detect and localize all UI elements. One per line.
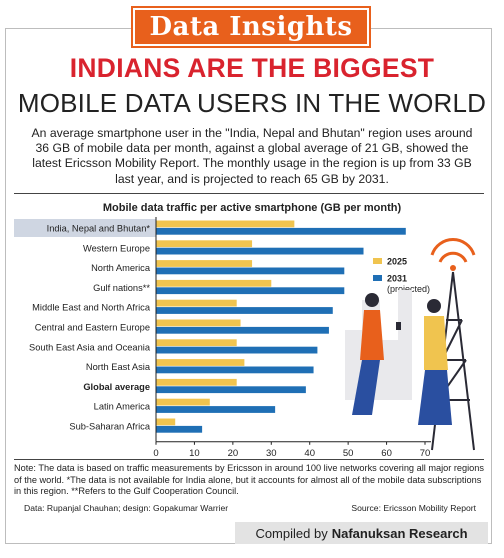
bar-2025	[156, 378, 237, 386]
divider	[14, 193, 484, 194]
category-label: Middle East and North Africa	[32, 303, 151, 313]
x-tick-label: 40	[304, 448, 315, 459]
bar-2031	[156, 386, 306, 394]
legend-label-2031-note: (projected)	[387, 284, 430, 294]
compiled-prefix: Compiled by	[255, 525, 328, 541]
bar-2025	[156, 260, 253, 267]
bar-2031	[156, 425, 203, 433]
man-shirt	[424, 316, 448, 370]
legend-label-2025: 2025	[387, 257, 407, 267]
category-label: Sub-Saharan Africa	[69, 422, 150, 432]
bar-2031	[156, 366, 314, 374]
man-legs	[418, 370, 452, 425]
category-label: Latin America	[94, 402, 151, 412]
bar-2031	[156, 267, 345, 275]
bar-2025	[156, 359, 245, 366]
bar-2025	[156, 240, 253, 248]
bar-2025	[156, 339, 237, 347]
bar-2031	[156, 346, 318, 354]
bar-2031	[156, 406, 276, 413]
chart-title: Mobile data traffic per active smartphon…	[102, 202, 402, 214]
x-tick-label: 70	[420, 448, 431, 459]
category-label: Global average	[83, 382, 150, 392]
man-head	[427, 299, 441, 313]
category-label: Gulf nations**	[93, 283, 150, 293]
footnote: Note: The data is based on traffic measu…	[14, 459, 484, 498]
bar-2025	[156, 299, 237, 307]
headline: INDIANS ARE THE BIGGEST	[69, 53, 435, 83]
source-credit: Source: Ericsson Mobility Report	[351, 503, 476, 513]
category-label: Central and Eastern Europe	[35, 323, 150, 333]
bar-2025	[156, 279, 272, 287]
highlight-row-band	[14, 219, 156, 237]
x-tick-label: 20	[228, 448, 239, 459]
bar-2025	[156, 319, 241, 327]
bar-2031	[156, 247, 364, 255]
x-tick-label: 10	[189, 448, 200, 459]
bar-2025	[156, 418, 176, 426]
bar-2031	[156, 287, 345, 295]
category-label: North East Asia	[86, 362, 151, 372]
bar-2025	[156, 220, 295, 228]
design-credit: Data: Rupanjal Chauhan; design: Gopakuma…	[24, 503, 229, 513]
woman-phone-icon	[396, 322, 401, 330]
intro-paragraph: An average smartphone user in the "India…	[31, 126, 473, 186]
signal-dot	[450, 265, 456, 271]
compiled-by-banner: Compiled by Nafanuksan Research	[235, 522, 488, 544]
legend-swatch-2025	[373, 258, 382, 264]
signal-wave-inner	[438, 251, 468, 263]
data-insights-badge: Data Insights	[131, 6, 371, 48]
signal-wave-outer	[430, 238, 476, 256]
category-label: India, Nepal and Bhutan*	[47, 224, 151, 234]
x-tick-label: 50	[343, 448, 354, 459]
woman-head	[365, 293, 379, 307]
category-label: South East Asia and Oceania	[29, 342, 151, 352]
bar-2025	[156, 398, 210, 406]
woman-top	[360, 310, 384, 360]
subheadline: MOBILE DATA USERS IN THE WORLD	[17, 88, 487, 118]
compiled-name: Nafanuksan Research	[331, 525, 468, 541]
legend-label-2031: 2031	[387, 274, 407, 284]
legend-swatch-2031	[373, 275, 382, 281]
x-tick-label: 30	[266, 448, 277, 459]
bar-2031	[156, 227, 406, 235]
badge-label: Data Insights	[149, 12, 353, 42]
x-tick-label: 60	[381, 448, 392, 459]
bar-2031	[156, 307, 333, 314]
category-label: Western Europe	[83, 243, 150, 253]
category-label: North America	[91, 263, 151, 273]
bar-2031	[156, 326, 329, 334]
x-tick-label: 0	[153, 448, 158, 459]
woman-legs	[352, 360, 380, 415]
